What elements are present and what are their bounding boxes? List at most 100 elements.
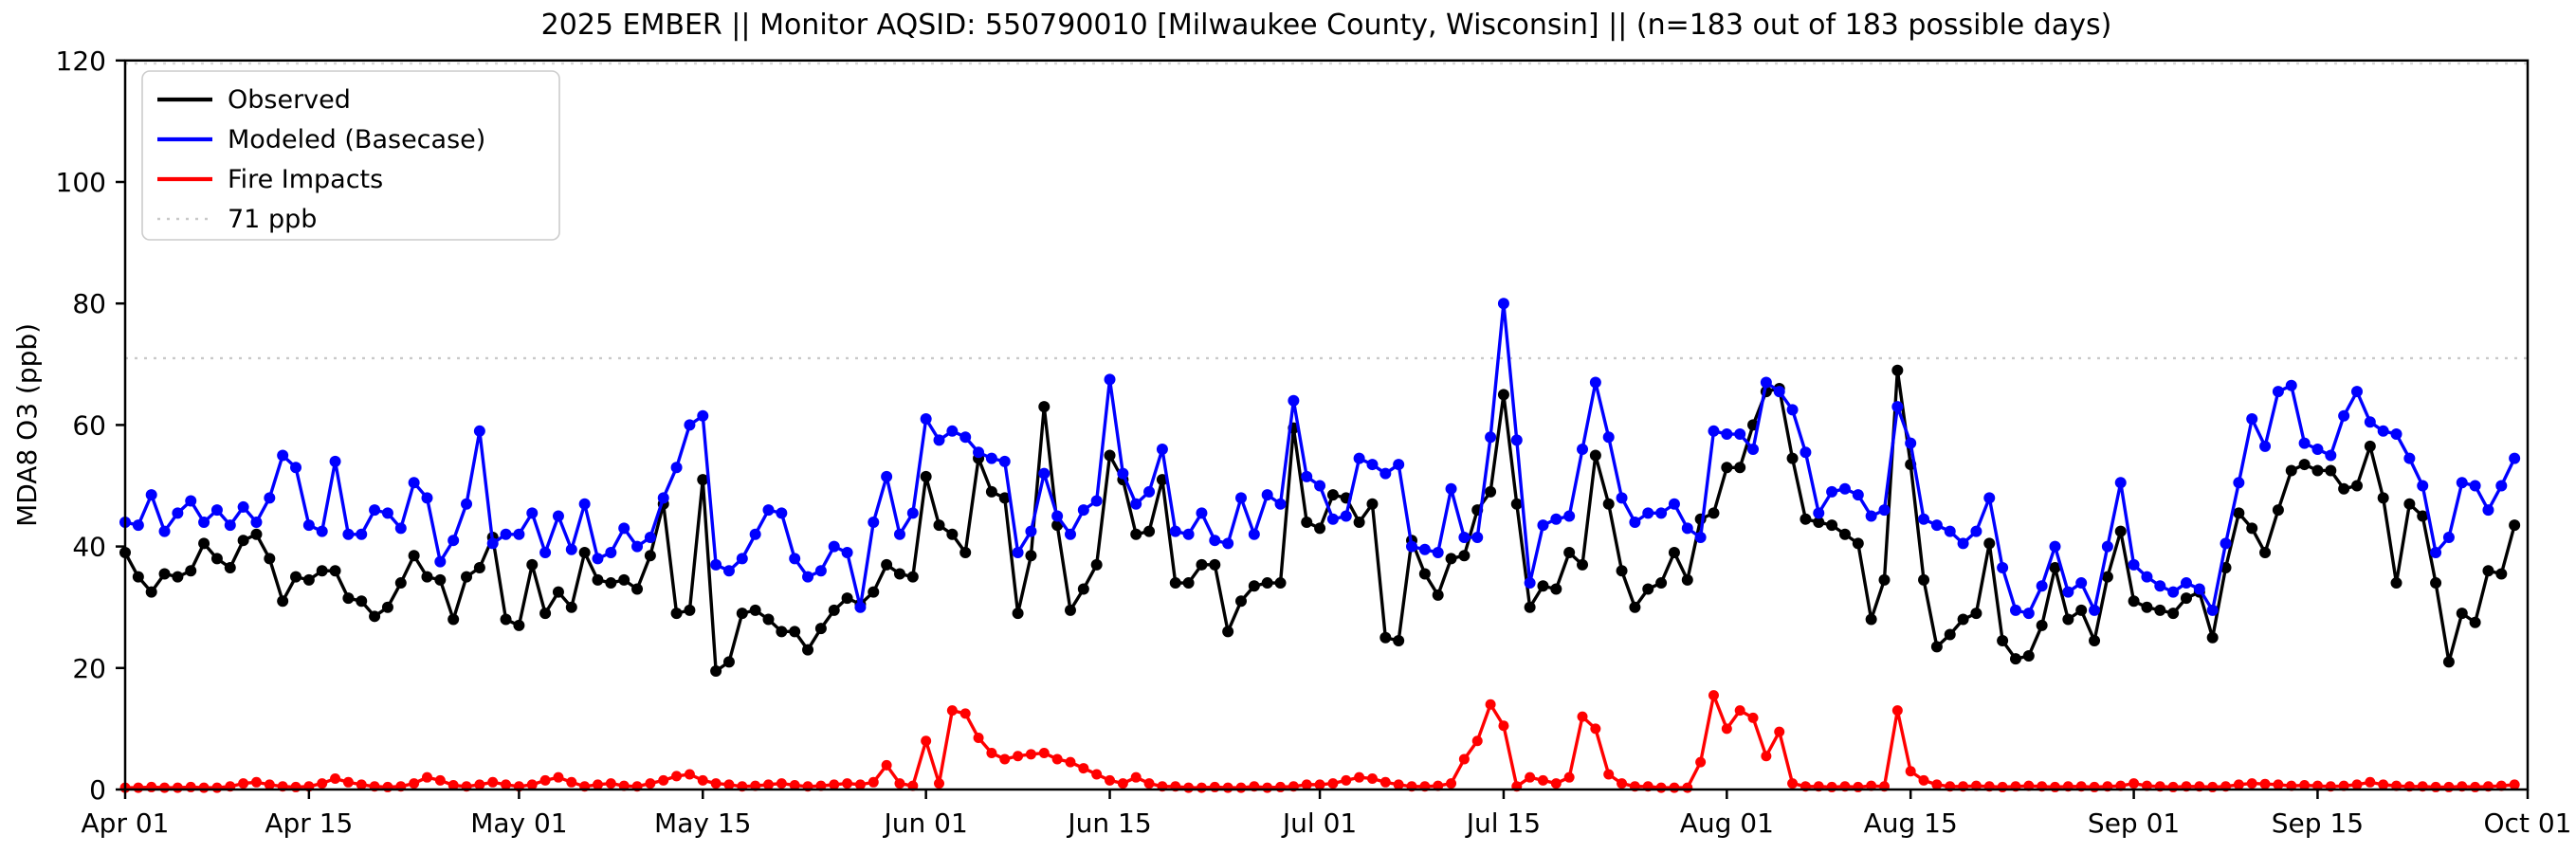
- x-tick-label: May 15: [654, 808, 751, 839]
- data-point: [238, 778, 249, 789]
- data-point: [618, 522, 630, 535]
- data-point: [526, 558, 539, 571]
- data-point: [1852, 537, 1864, 550]
- data-point: [2482, 565, 2494, 577]
- data-point: [749, 604, 761, 616]
- data-point: [985, 452, 997, 464]
- y-tick-label: 80: [72, 288, 106, 319]
- data-point: [473, 425, 485, 437]
- data-point: [473, 562, 485, 574]
- data-point: [946, 705, 958, 717]
- data-point: [684, 419, 696, 431]
- data-point: [592, 553, 604, 565]
- data-point: [2430, 577, 2442, 590]
- data-point: [2259, 440, 2272, 452]
- data-point: [2272, 504, 2284, 517]
- data-point: [1655, 577, 1668, 590]
- data-point: [722, 565, 735, 577]
- data-point: [1602, 498, 1615, 510]
- data-point: [1944, 628, 1956, 641]
- data-point: [670, 608, 683, 620]
- data-point: [920, 470, 932, 482]
- data-point: [1314, 480, 1326, 492]
- data-point: [1497, 298, 1509, 310]
- data-point: [1235, 782, 1247, 793]
- data-point: [1524, 577, 1536, 590]
- data-point: [133, 782, 144, 793]
- data-point: [172, 507, 184, 519]
- data-point: [382, 781, 393, 792]
- y-tick-label: 120: [56, 45, 106, 77]
- data-point: [1524, 601, 1536, 613]
- data-point: [1826, 519, 1838, 532]
- data-point: [973, 446, 985, 459]
- data-point: [986, 748, 997, 759]
- data-point: [1681, 522, 1693, 535]
- x-tick-label: Sep 01: [2088, 808, 2180, 839]
- data-point: [2075, 577, 2088, 590]
- data-point: [814, 565, 827, 577]
- data-point: [959, 708, 971, 719]
- data-point: [408, 477, 420, 489]
- data-point: [552, 586, 564, 598]
- data-point: [1616, 492, 1628, 504]
- data-point: [2036, 619, 2048, 631]
- data-point: [356, 528, 368, 540]
- data-point: [158, 525, 171, 537]
- data-point: [789, 780, 800, 791]
- data-point: [369, 610, 381, 623]
- data-point: [2390, 577, 2402, 590]
- data-point: [2167, 608, 2180, 620]
- data-point: [2390, 428, 2402, 441]
- data-point: [1182, 577, 1195, 590]
- data-point: [381, 601, 393, 613]
- data-point: [1891, 401, 1904, 413]
- data-point: [736, 608, 748, 620]
- data-point: [920, 412, 932, 425]
- data-point: [1813, 507, 1825, 519]
- data-point: [1077, 504, 1089, 517]
- data-point: [185, 565, 197, 577]
- data-point: [1944, 525, 1956, 537]
- data-point: [1983, 537, 1996, 550]
- data-point: [526, 507, 539, 519]
- data-point: [1826, 781, 1837, 792]
- data-point: [2233, 779, 2244, 790]
- data-point: [2049, 562, 2061, 574]
- data-point: [290, 781, 301, 792]
- data-point: [1406, 540, 1418, 553]
- data-point: [959, 547, 972, 559]
- data-point: [829, 779, 840, 790]
- data-point: [487, 776, 499, 788]
- data-point: [434, 555, 447, 568]
- data-point: [1577, 711, 1588, 722]
- data-point: [501, 779, 512, 790]
- data-point: [1773, 386, 1785, 398]
- data-point: [1708, 507, 1720, 519]
- data-point: [1853, 781, 1864, 792]
- data-point: [1485, 485, 1497, 498]
- data-point: [578, 547, 591, 559]
- data-point: [1930, 519, 1943, 532]
- data-point: [749, 528, 761, 540]
- data-point: [1117, 778, 1128, 789]
- data-point: [828, 604, 840, 616]
- data-point: [539, 774, 551, 786]
- data-point: [1747, 444, 1760, 456]
- data-point: [1209, 558, 1221, 571]
- data-point: [959, 431, 972, 444]
- data-point: [2114, 477, 2127, 489]
- data-point: [684, 604, 696, 616]
- data-point: [500, 613, 512, 626]
- data-point: [1813, 516, 1825, 528]
- data-point: [999, 753, 1011, 765]
- data-point: [644, 531, 656, 543]
- data-point: [1393, 779, 1404, 790]
- data-point: [1104, 449, 1116, 462]
- y-tick-label: 20: [72, 653, 106, 684]
- data-point: [394, 522, 407, 535]
- data-point: [565, 601, 577, 613]
- data-point: [1078, 763, 1089, 774]
- data-point: [1051, 753, 1063, 765]
